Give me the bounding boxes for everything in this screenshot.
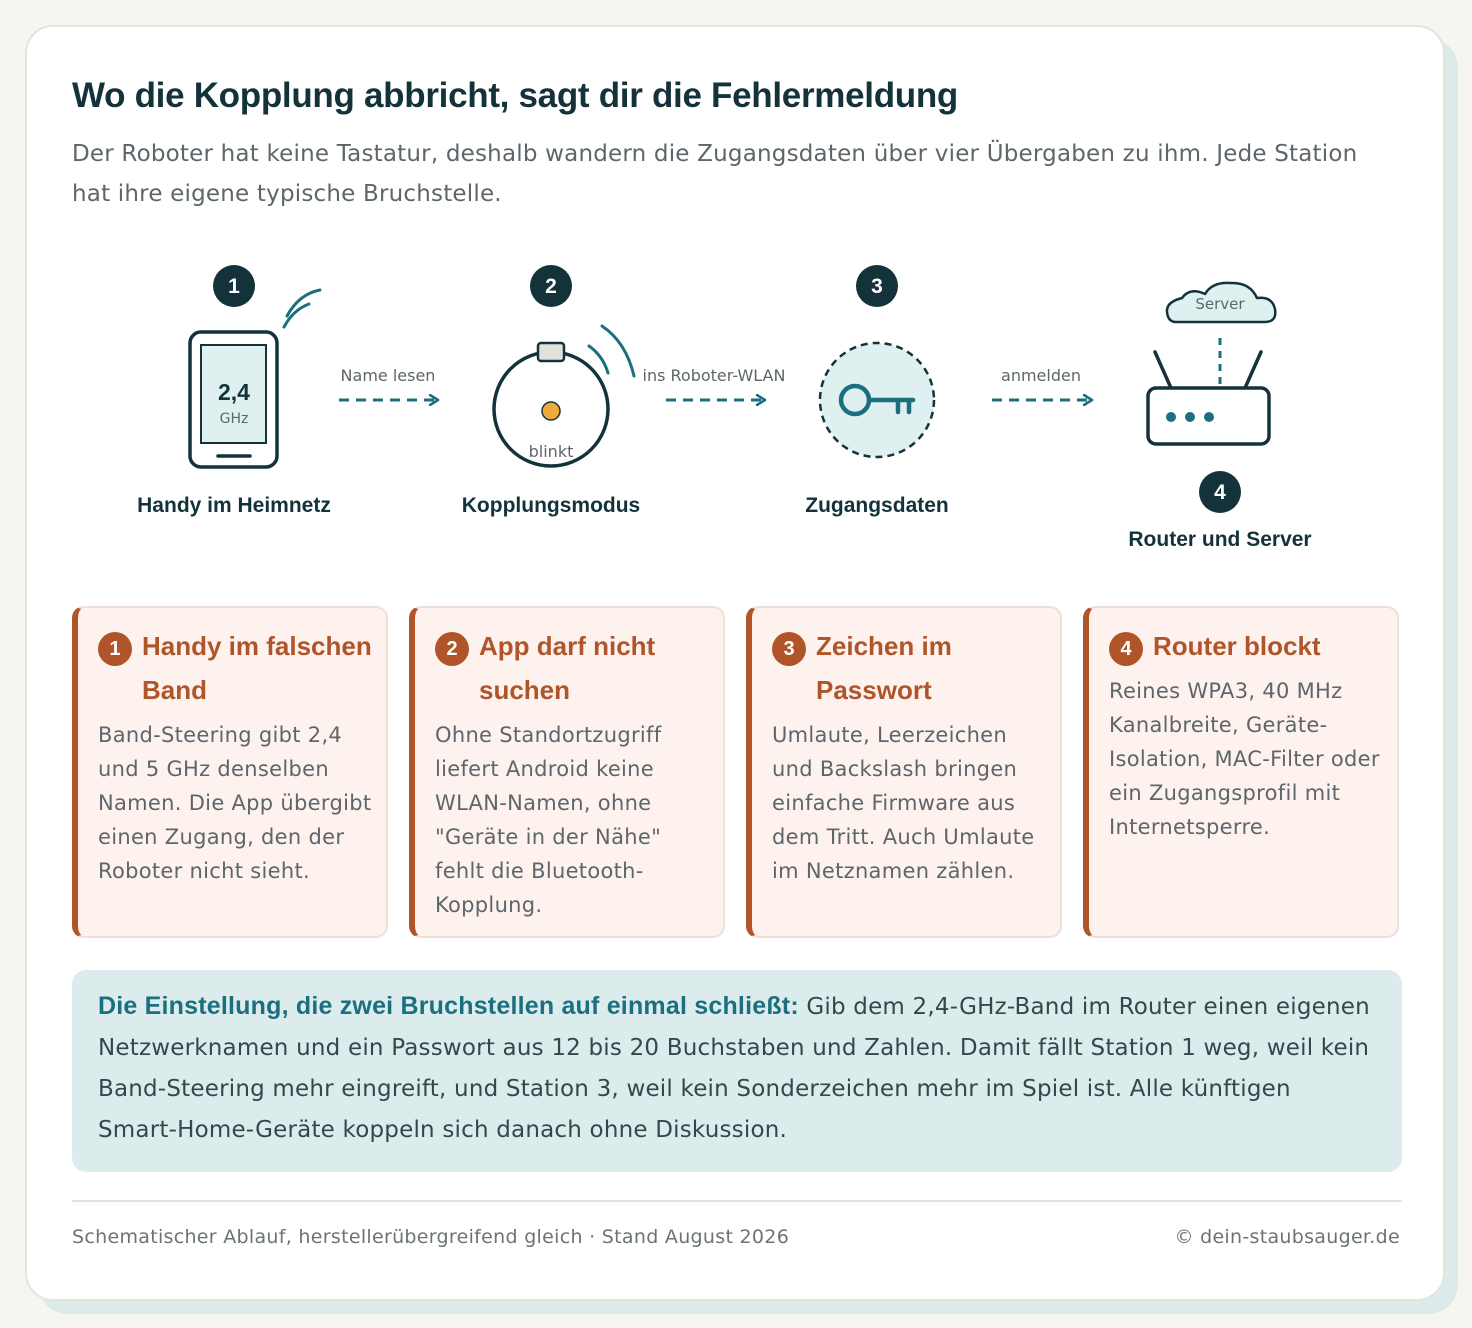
page-subtitle: Der Roboter hat keine Tastatur, deshalb … [72, 141, 1358, 207]
problem-number-1: 1 [98, 632, 132, 666]
problem-text-4: Reines WPA3, 40 MHz Kanalbreite, Geräte-… [1109, 679, 1380, 839]
svg-text:3: 3 [871, 275, 883, 298]
key-icon [818, 341, 936, 459]
station-label-router: Router und Server [1128, 528, 1312, 551]
station-label-handy: Handy im Heimnetz [137, 494, 331, 517]
tip-callout-text: Gib dem 2,4-GHz-Band im Router einen eig… [98, 994, 1370, 1143]
flow-diagram: 1 2,4 GHz Name lesen 2 blinkt ins Robote… [188, 265, 1277, 513]
problem-text-1: Band-Steering gibt 2,4 und 5 GHz denselb… [98, 723, 372, 883]
wifi-signal-icon [282, 288, 322, 329]
robot-vacuum-icon [492, 341, 610, 468]
footer-divider [72, 1200, 1402, 1202]
problem-number-3: 3 [772, 632, 806, 666]
svg-text:2: 2 [545, 275, 557, 298]
robot-status-text: blinkt [529, 442, 574, 461]
tip-callout-lead: Die Einstellung, die zwei Bruchstellen a… [98, 992, 799, 1020]
problem-text-3: Umlaute, Leerzeichen und Backslash bring… [772, 723, 1035, 883]
svg-text:4: 4 [1214, 481, 1226, 504]
arrow-label-anmelden: anmelden [1001, 366, 1081, 385]
arrow-label-ins-roboter-wlan: ins Roboter-WLAN [643, 366, 786, 385]
problem-title-2: App darf nicht suchen [479, 631, 656, 705]
problem-number-4: 4 [1109, 632, 1143, 666]
problem-card-3: 3 Zeichen im Passwort Umlaute, Leerzeich… [746, 606, 1062, 938]
problem-title-3: Zeichen im Passwort [816, 631, 952, 705]
footer-copyright: © dein-staubsauger.de [1174, 1226, 1400, 1248]
station-2-badge: 2 [530, 265, 572, 307]
problem-card-2: 2 App darf nicht suchen Ohne Standortzug… [409, 606, 725, 938]
station-4-badge: 4 [1199, 471, 1241, 513]
problem-text-2: Ohne Standortzugriff liefert Android kei… [435, 723, 662, 917]
tip-callout: Die Einstellung, die zwei Bruchstellen a… [72, 970, 1402, 1172]
phone-screen-value: 2,4 [218, 379, 250, 405]
phone-icon [188, 330, 279, 469]
phone-screen-unit: GHz [220, 411, 249, 427]
arrow-label-name-lesen: Name lesen [341, 366, 436, 385]
problem-card-1: 1 Handy im falschen Band Band-Steering g… [72, 606, 388, 938]
station-label-kopplungsmodus: Kopplungsmodus [461, 494, 641, 517]
page-title: Wo die Kopplung abbricht, sagt dir die F… [72, 76, 959, 115]
problem-title-1: Handy im falschen Band [142, 631, 372, 705]
cloud-icon [1165, 281, 1277, 324]
problem-title-4: Router blockt [1153, 631, 1321, 661]
svg-text:1: 1 [228, 275, 240, 298]
station-1-badge: 1 [213, 265, 255, 307]
footer-source: Schematischer Ablauf, herstellerübergrei… [72, 1226, 790, 1248]
station-3-badge: 3 [856, 265, 898, 307]
cloud-label: Server [1195, 295, 1245, 313]
router-icon [1146, 350, 1271, 446]
problem-card-4: 4 Router blockt Reines WPA3, 40 MHz Kana… [1083, 606, 1399, 938]
robot-signal-icon [587, 324, 636, 378]
problem-number-2: 2 [435, 632, 469, 666]
station-label-zugangsdaten: Zugangsdaten [805, 494, 949, 517]
